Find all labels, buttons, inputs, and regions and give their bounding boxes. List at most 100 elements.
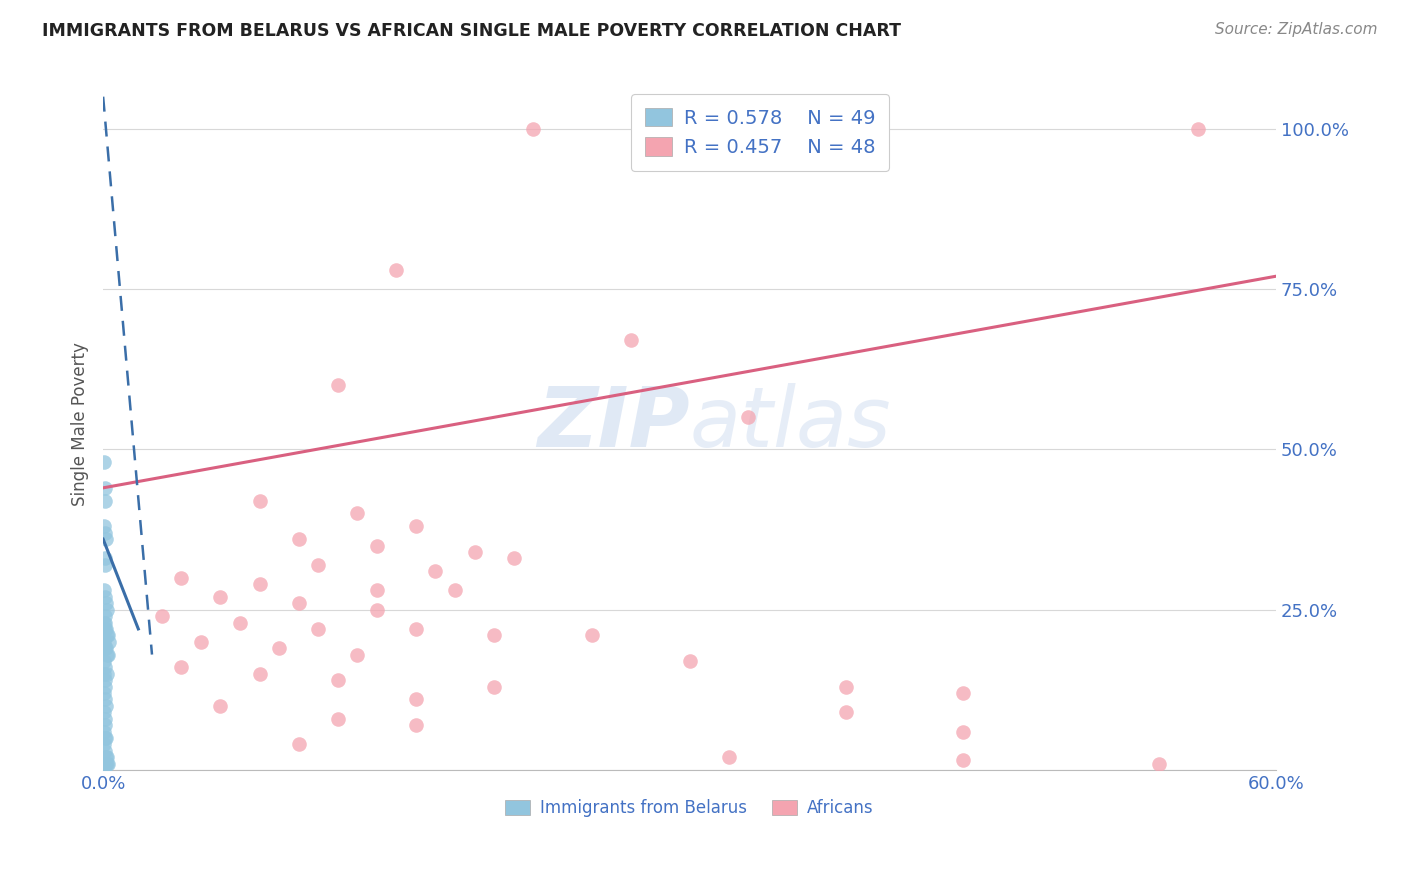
Point [170, 660, 193, 674]
Point [94, 525, 117, 540]
Legend: Immigrants from Belarus, Africans: Immigrants from Belarus, Africans [499, 793, 880, 824]
Point [502, 551, 524, 566]
Point [482, 680, 505, 694]
Point [326, 378, 349, 392]
Point [620, 334, 643, 348]
Point [522, 121, 544, 136]
Point [93, 756, 115, 771]
Point [94, 731, 117, 745]
Point [150, 609, 173, 624]
Point [94, 698, 117, 713]
Text: IMMIGRANTS FROM BELARUS VS AFRICAN SINGLE MALE POVERTY CORRELATION CHART: IMMIGRANTS FROM BELARUS VS AFRICAN SINGL… [42, 22, 901, 40]
Point [482, 628, 505, 642]
Point [678, 654, 700, 668]
Point [170, 571, 193, 585]
Point [190, 634, 212, 648]
Point [366, 583, 388, 598]
Point [444, 583, 467, 598]
Text: atlas: atlas [689, 384, 891, 464]
Point [94, 731, 117, 745]
Point [93, 666, 115, 681]
Point [94, 641, 117, 656]
Point [94, 750, 117, 764]
Point [94, 622, 117, 636]
Point [93, 455, 115, 469]
Point [94, 532, 117, 546]
Point [94, 615, 117, 630]
Point [229, 615, 252, 630]
Point [287, 532, 309, 546]
Point [249, 666, 271, 681]
Point [405, 718, 427, 732]
Point [94, 718, 117, 732]
Point [93, 673, 115, 688]
Point [93, 634, 115, 648]
Point [952, 753, 974, 767]
Point [94, 744, 117, 758]
Point [1187, 121, 1209, 136]
Text: Source: ZipAtlas.com: Source: ZipAtlas.com [1215, 22, 1378, 37]
Point [94, 622, 117, 636]
Point [93, 519, 115, 533]
Point [96, 603, 118, 617]
Point [96, 648, 118, 662]
Point [464, 545, 486, 559]
Point [346, 648, 368, 662]
Point [346, 507, 368, 521]
Point [717, 750, 740, 764]
Point [98, 634, 121, 648]
Point [307, 558, 329, 572]
Point [93, 706, 115, 720]
Point [97, 648, 120, 662]
Point [96, 750, 118, 764]
Point [93, 737, 115, 751]
Point [737, 410, 759, 425]
Point [249, 493, 271, 508]
Point [93, 481, 115, 495]
Point [96, 628, 118, 642]
Point [97, 756, 120, 771]
Point [835, 706, 858, 720]
Point [952, 686, 974, 700]
Point [96, 756, 118, 771]
Point [287, 737, 309, 751]
Point [94, 692, 117, 706]
Point [209, 698, 232, 713]
Point [366, 539, 388, 553]
Point [94, 680, 117, 694]
Point [326, 712, 349, 726]
Point [267, 641, 290, 656]
Text: ZIP: ZIP [537, 384, 689, 464]
Point [835, 680, 858, 694]
Point [425, 564, 447, 578]
Point [326, 673, 349, 688]
Point [405, 519, 427, 533]
Point [93, 724, 115, 739]
Y-axis label: Single Male Poverty: Single Male Poverty [72, 342, 89, 506]
Point [94, 660, 117, 674]
Point [94, 756, 117, 771]
Point [307, 622, 329, 636]
Point [96, 666, 118, 681]
Point [93, 551, 115, 566]
Point [94, 590, 117, 604]
Point [952, 724, 974, 739]
Point [97, 628, 120, 642]
Point [94, 756, 117, 771]
Point [94, 493, 117, 508]
Point [93, 583, 115, 598]
Point [287, 596, 309, 610]
Point [405, 622, 427, 636]
Point [93, 654, 115, 668]
Point [93, 686, 115, 700]
Point [93, 609, 115, 624]
Point [385, 262, 408, 277]
Point [581, 628, 603, 642]
Point [94, 558, 117, 572]
Point [209, 590, 232, 604]
Point [405, 692, 427, 706]
Point [94, 596, 117, 610]
Point [249, 577, 271, 591]
Point [1147, 756, 1170, 771]
Point [93, 615, 115, 630]
